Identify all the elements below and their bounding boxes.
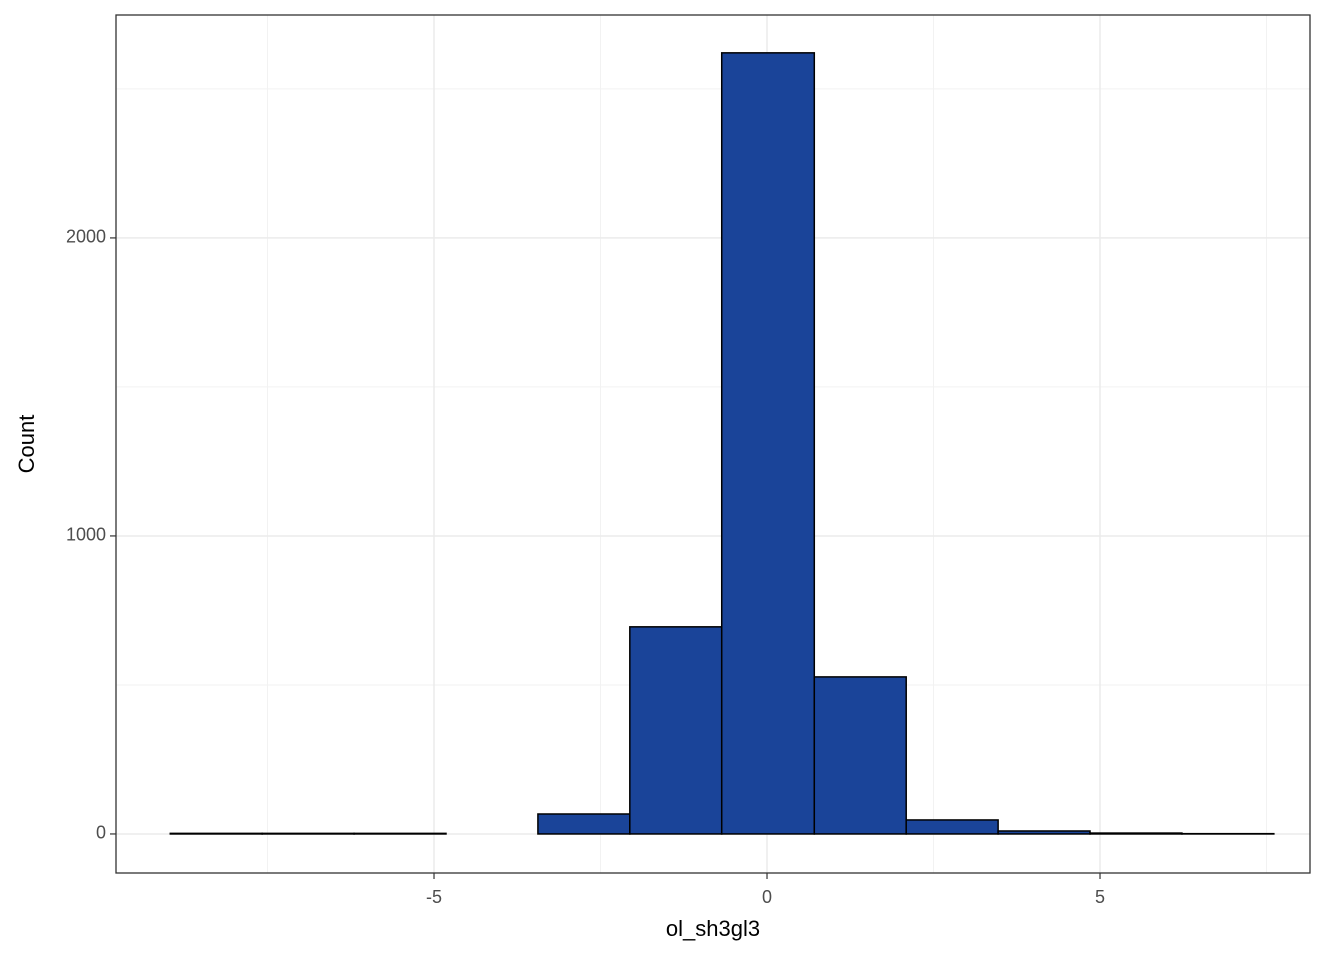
bars	[169, 52, 1275, 835]
y-tick-label: 1000	[66, 525, 106, 545]
bar	[353, 832, 447, 835]
ticks: -5 0 5 0 1000 2000	[66, 227, 1105, 907]
x-axis-title: ol_sh3gl3	[666, 916, 760, 941]
bar	[169, 832, 263, 835]
bar	[537, 813, 631, 835]
bar	[720, 52, 816, 835]
bar	[813, 676, 907, 835]
x-tick-label: -5	[426, 887, 442, 907]
bar	[905, 819, 999, 835]
y-tick-label: 2000	[66, 227, 106, 247]
y-tick-label: 0	[96, 823, 106, 843]
bar	[997, 830, 1091, 835]
panel-border	[115, 14, 1311, 874]
x-tick-label: 5	[1095, 887, 1105, 907]
y-axis-title: Count	[14, 415, 39, 474]
bar	[629, 626, 723, 835]
bar	[1089, 832, 1183, 835]
bar	[261, 832, 355, 835]
x-tick-label: 0	[762, 887, 772, 907]
